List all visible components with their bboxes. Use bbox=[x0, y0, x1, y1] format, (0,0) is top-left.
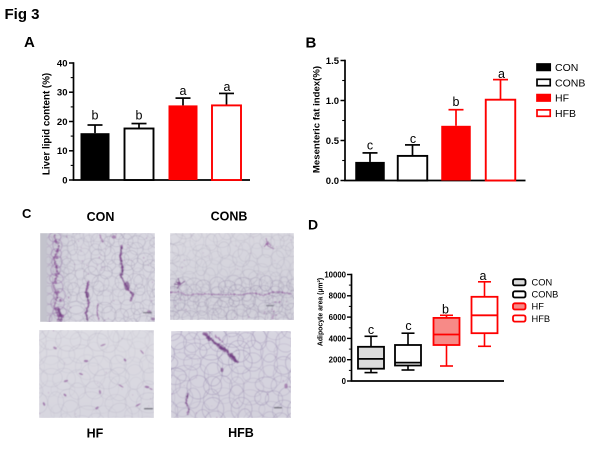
svg-text:b: b bbox=[453, 95, 460, 109]
svg-text:b: b bbox=[92, 109, 99, 123]
svg-text:1.5: 1.5 bbox=[326, 56, 340, 67]
svg-text:30: 30 bbox=[57, 88, 68, 99]
svg-text:0: 0 bbox=[62, 175, 67, 186]
svg-text:20: 20 bbox=[57, 117, 68, 128]
svg-text:c: c bbox=[405, 319, 411, 333]
svg-text:HFB: HFB bbox=[228, 426, 254, 440]
svg-text:Adipocyte area (µm²): Adipocyte area (µm²) bbox=[318, 278, 325, 346]
svg-text:c: c bbox=[367, 139, 373, 153]
svg-text:B: B bbox=[306, 35, 317, 52]
svg-text:a: a bbox=[480, 269, 487, 283]
svg-text:4000: 4000 bbox=[329, 334, 347, 343]
svg-text:a: a bbox=[180, 84, 187, 98]
svg-text:CONB: CONB bbox=[211, 210, 248, 224]
svg-text:HFB: HFB bbox=[532, 314, 551, 324]
svg-text:HF: HF bbox=[555, 93, 569, 105]
svg-text:0: 0 bbox=[342, 377, 347, 386]
svg-text:HF: HF bbox=[532, 302, 545, 312]
svg-text:Liver lipid content (%): Liver lipid content (%) bbox=[42, 73, 53, 175]
svg-text:HFB: HFB bbox=[555, 108, 576, 120]
svg-text:Mesenteric fat index(%): Mesenteric fat index(%) bbox=[312, 66, 323, 173]
svg-text:10: 10 bbox=[57, 146, 68, 157]
svg-text:A: A bbox=[24, 34, 35, 51]
svg-text:Fig 3: Fig 3 bbox=[5, 6, 40, 23]
svg-text:a: a bbox=[498, 67, 505, 81]
svg-text:8000: 8000 bbox=[329, 292, 347, 301]
svg-text:2000: 2000 bbox=[329, 356, 347, 365]
svg-text:b: b bbox=[136, 109, 143, 123]
svg-text:HF: HF bbox=[87, 427, 104, 441]
svg-text:b: b bbox=[442, 303, 449, 317]
svg-text:CONB: CONB bbox=[555, 77, 585, 89]
svg-text:c: c bbox=[410, 132, 416, 146]
svg-text:0.5: 0.5 bbox=[326, 136, 340, 147]
svg-text:CON: CON bbox=[532, 278, 553, 288]
svg-text:C: C bbox=[22, 206, 32, 221]
svg-text:c: c bbox=[368, 323, 374, 337]
svg-text:6000: 6000 bbox=[329, 313, 347, 322]
svg-text:CON: CON bbox=[555, 62, 578, 74]
svg-text:CON: CON bbox=[87, 210, 115, 224]
svg-text:CONB: CONB bbox=[532, 290, 559, 300]
svg-text:1.0: 1.0 bbox=[326, 96, 339, 107]
svg-text:0.0: 0.0 bbox=[326, 176, 339, 187]
svg-text:40: 40 bbox=[57, 58, 68, 69]
svg-text:D: D bbox=[308, 217, 318, 233]
svg-text:10000: 10000 bbox=[324, 270, 346, 279]
svg-text:a: a bbox=[224, 80, 231, 94]
